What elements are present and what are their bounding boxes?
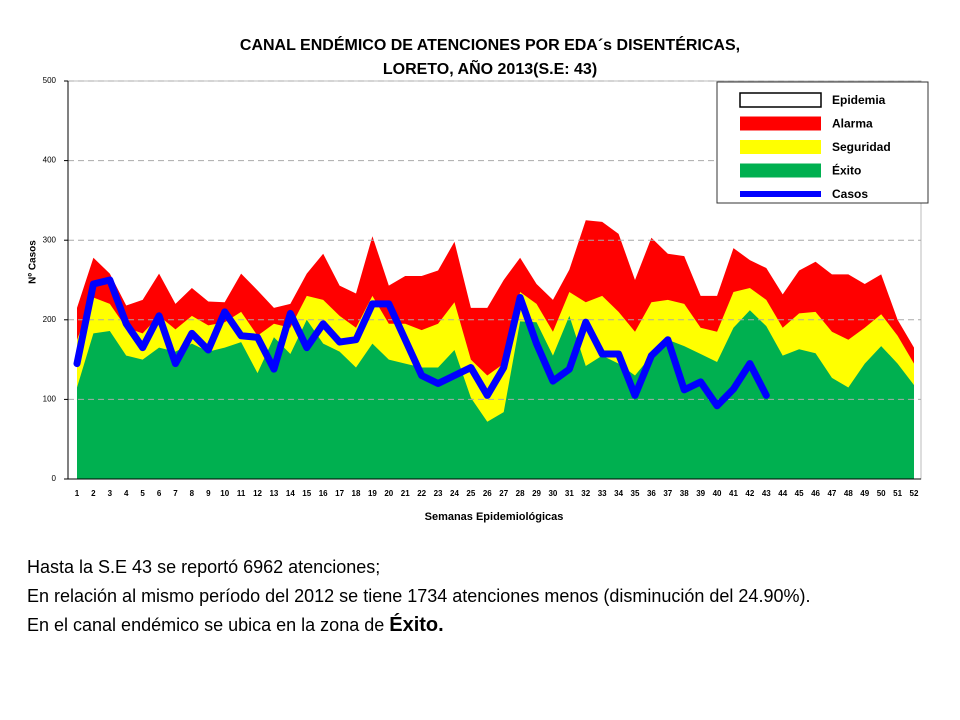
x-tick-label: 7 xyxy=(173,489,178,498)
legend-label: Alarma xyxy=(832,117,873,131)
x-tick-label: 12 xyxy=(253,489,262,498)
x-tick-label: 26 xyxy=(483,489,492,498)
x-tick-label: 3 xyxy=(108,489,113,498)
x-tick-label: 35 xyxy=(631,489,640,498)
x-tick-label: 50 xyxy=(877,489,886,498)
x-tick-label: 4 xyxy=(124,489,129,498)
x-tick-label: 18 xyxy=(352,489,361,498)
x-tick-label: 51 xyxy=(893,489,902,498)
x-tick-label: 43 xyxy=(762,489,771,498)
note: Hasta la S.E 43 se reportó 6962 atencion… xyxy=(27,557,381,577)
x-tick-label: 23 xyxy=(434,489,443,498)
chart: CANAL ENDÉMICO DE ATENCIONES POR EDA´s D… xyxy=(28,35,929,523)
legend-swatch xyxy=(739,92,822,108)
legend-label: Epidemia xyxy=(832,93,886,107)
x-tick-label: 15 xyxy=(302,489,311,498)
note: En el canal endémico se ubica en la zona… xyxy=(27,611,933,640)
x-tick-label: 45 xyxy=(795,489,804,498)
x-tick-label: 34 xyxy=(614,489,623,498)
area xyxy=(77,310,914,479)
x-tick-label: 32 xyxy=(581,489,590,498)
x-axis-label: Semanas Epidemiológicas xyxy=(425,511,564,523)
y-tick-label: 400 xyxy=(43,156,57,165)
x-tick-label: 52 xyxy=(910,489,919,498)
x-tick-label: 41 xyxy=(729,489,738,498)
x-tick-label: 31 xyxy=(565,489,574,498)
y-tick-label: 200 xyxy=(43,315,57,324)
line xyxy=(73,276,770,410)
x-tick-label: 29 xyxy=(532,489,541,498)
x-tick-label: 11 xyxy=(237,489,246,498)
x-tick-label: 39 xyxy=(696,489,705,498)
x-tick-label: 16 xyxy=(319,489,328,498)
x-tick-label: 40 xyxy=(713,489,722,498)
x-tick-label: 10 xyxy=(220,489,229,498)
x-tick-label: 9 xyxy=(206,489,211,498)
x-tick-label: 17 xyxy=(335,489,344,498)
x-tick-label: 36 xyxy=(647,489,656,498)
chart-title: CANAL ENDÉMICO DE ATENCIONES POR EDA´s D… xyxy=(240,35,740,54)
x-tick-label: 47 xyxy=(827,489,836,498)
x-tick-label: 30 xyxy=(548,489,557,498)
note: En relación al mismo período del 2012 se… xyxy=(27,586,811,606)
x-tick-label: 14 xyxy=(286,489,295,498)
x-tick-label: 22 xyxy=(417,489,426,498)
x-tick-label: 33 xyxy=(598,489,607,498)
legend-swatch xyxy=(740,116,821,131)
legend-swatch xyxy=(740,163,821,178)
x-tick-label: 6 xyxy=(157,489,162,498)
y-tick-label: 100 xyxy=(43,395,57,404)
note-bold: Éxito. xyxy=(389,614,444,636)
x-tick-label: 49 xyxy=(860,489,869,498)
y-tick-label: 0 xyxy=(52,474,57,483)
x-tick-label: 2 xyxy=(91,489,96,498)
x-tick-label: 25 xyxy=(466,489,475,498)
chart-subtitle: LORETO, AÑO 2013(S.E: 43) xyxy=(383,58,597,78)
x-tick-label: 21 xyxy=(401,489,410,498)
x-tick-label: 28 xyxy=(516,489,525,498)
note-text: En el canal endémico se ubica en la zona… xyxy=(27,615,390,635)
x-tick-label: 27 xyxy=(499,489,508,498)
x-tick-label: 5 xyxy=(140,489,145,498)
notes: Hasta la S.E 43 se reportó 6962 atencion… xyxy=(27,553,933,640)
x-tick-label: 8 xyxy=(190,489,195,498)
y-tick-label: 300 xyxy=(43,235,57,244)
x-tick-label: 44 xyxy=(778,489,787,498)
x-tick-label: 13 xyxy=(269,489,278,498)
x-tick-label: 38 xyxy=(680,489,689,498)
x-tick-label: 1 xyxy=(75,489,80,498)
x-tick-label: 48 xyxy=(844,489,853,498)
x-tick-label: 46 xyxy=(811,489,820,498)
legend-label: Casos xyxy=(832,187,868,201)
y-tick-label: 500 xyxy=(43,76,57,85)
legend-label: Éxito xyxy=(832,163,861,178)
x-tick-label: 24 xyxy=(450,489,459,498)
x-tick-label: 19 xyxy=(368,489,377,498)
x-tick-label: 20 xyxy=(384,489,393,498)
x-tick-label: 42 xyxy=(745,489,754,498)
legend-label: Seguridad xyxy=(832,140,891,154)
x-tick-label: 37 xyxy=(663,489,672,498)
legend-swatch xyxy=(740,140,821,154)
y-axis-label: Nº Casos xyxy=(28,240,39,284)
